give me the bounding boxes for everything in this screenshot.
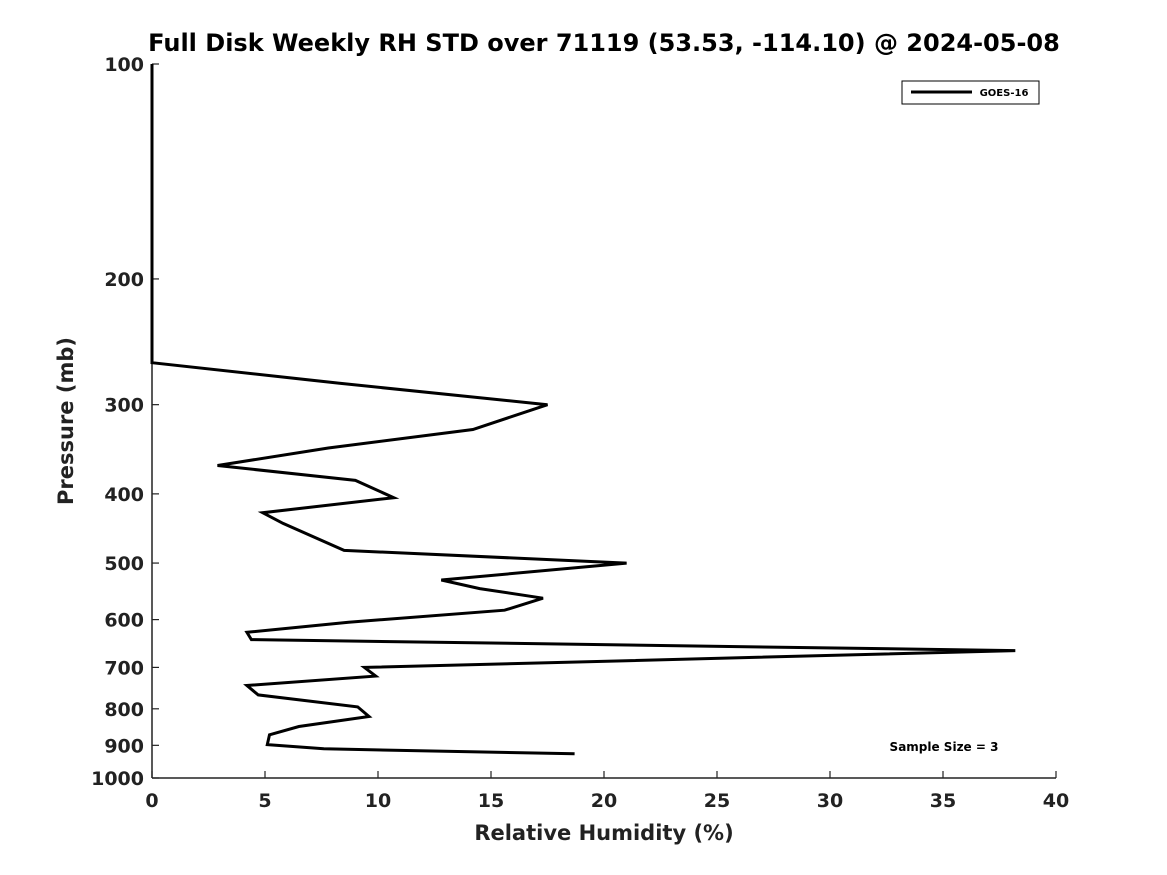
y-tick-label: 900	[104, 735, 144, 757]
x-tick-label: 0	[145, 790, 158, 812]
y-axis-label: Pressure (mb)	[54, 337, 78, 505]
x-tick-label: 10	[365, 790, 391, 812]
y-tick-label: 500	[104, 553, 144, 575]
y-tick-label: 400	[104, 484, 144, 506]
sample-size-annotation: Sample Size = 3	[890, 740, 999, 754]
legend-label-goes-16: GOES-16	[980, 88, 1029, 99]
y-ticks: 100 200 300 400 500 600 700 800 900 1000	[91, 54, 159, 790]
y-tick-label: 100	[104, 54, 144, 76]
y-tick-label: 1000	[91, 768, 144, 790]
y-tick-label: 200	[104, 269, 144, 291]
x-tick-label: 5	[258, 790, 271, 812]
x-tick-label: 30	[817, 790, 843, 812]
x-tick-label: 35	[930, 790, 956, 812]
legend: GOES-16	[901, 80, 1040, 105]
series-line-goes-16	[150, 64, 1016, 756]
y-tick-label: 800	[104, 699, 144, 721]
axes	[151, 64, 1056, 779]
y-tick-label: 700	[104, 657, 144, 679]
y-tick-label: 600	[104, 610, 144, 632]
x-axis-label: Relative Humidity (%)	[474, 821, 733, 845]
x-tick-label: 20	[591, 790, 617, 812]
x-tick-label: 40	[1043, 790, 1069, 812]
x-ticks: 0 5 10 15 20 25 30 35 40	[145, 771, 1069, 812]
y-tick-label: 300	[104, 395, 144, 417]
x-tick-label: 15	[478, 790, 504, 812]
chart-title: Full Disk Weekly RH STD over 71119 (53.5…	[148, 29, 1060, 57]
x-tick-label: 25	[704, 790, 730, 812]
